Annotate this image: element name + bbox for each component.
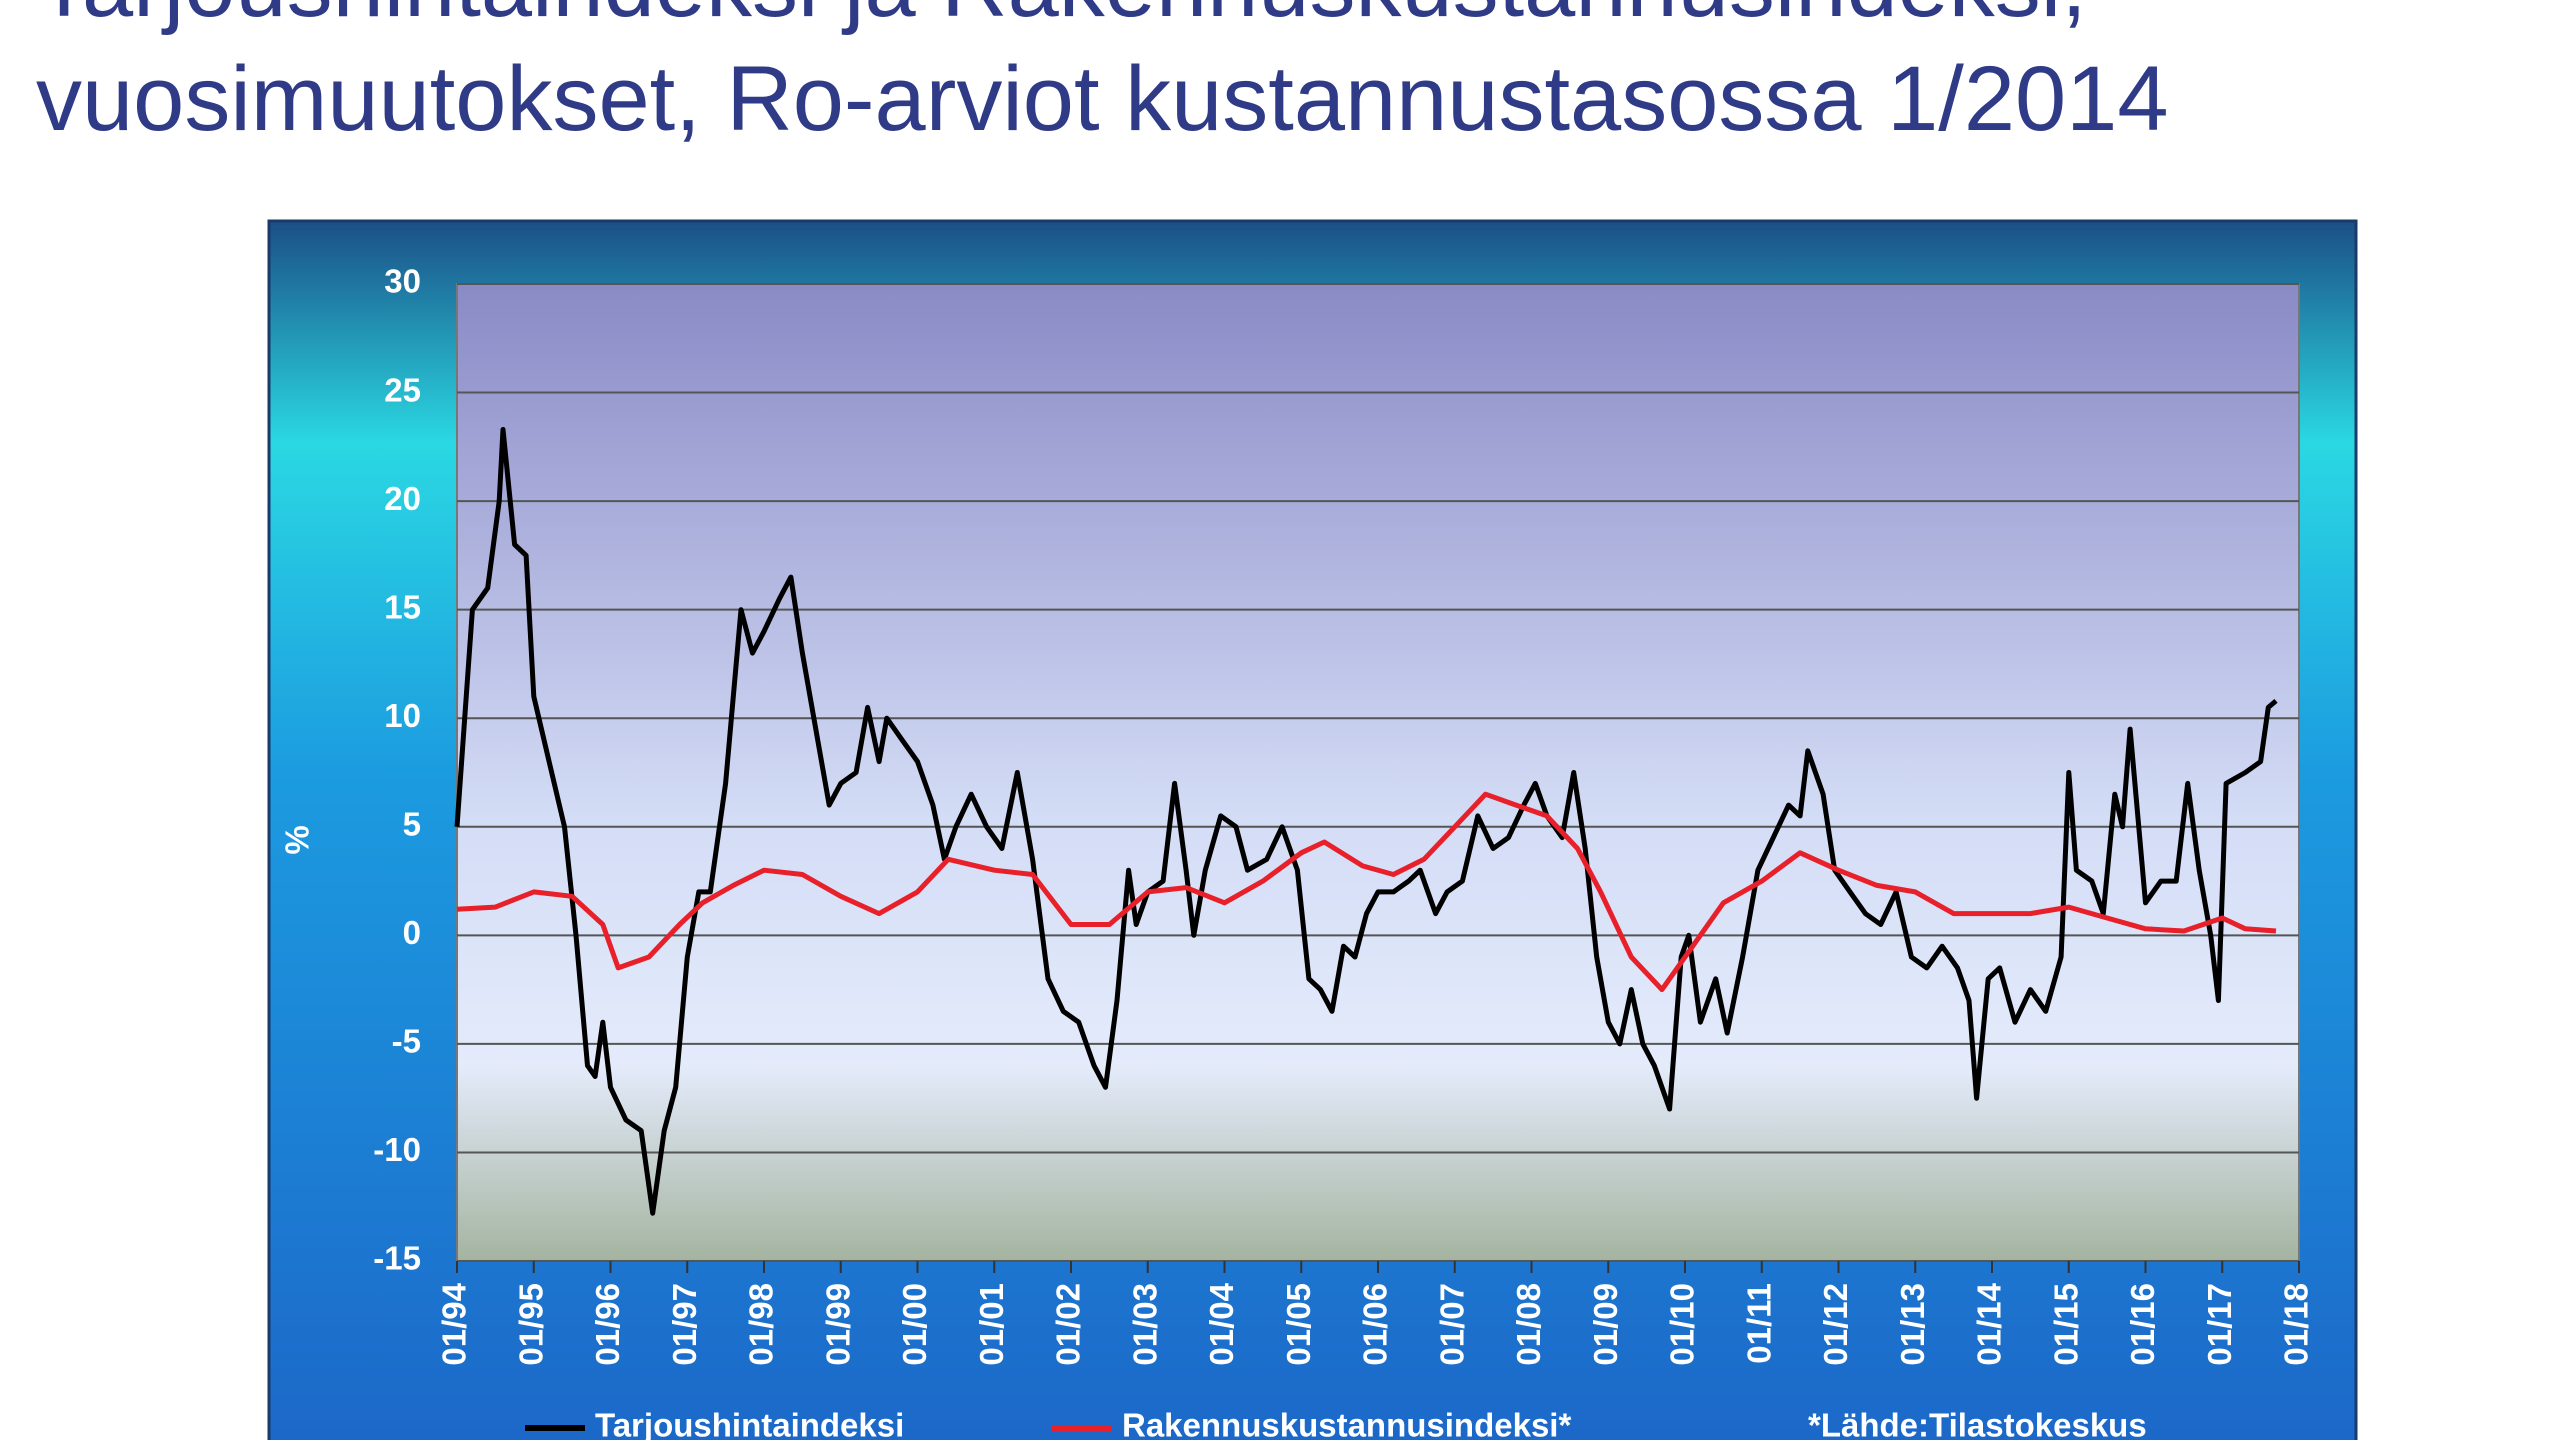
x-tick-label: 01/99 (819, 1283, 856, 1366)
legend-label: Tarjoushintaindeksi (595, 1407, 904, 1440)
series-line (454, 427, 2278, 1216)
y-tick-label: 15 (384, 588, 421, 625)
x-tick-label: 01/15 (2047, 1283, 2084, 1366)
x-tick-label: 01/97 (666, 1283, 703, 1366)
title-line: Tarjoushintaindeksi ja Rakennuskustannus… (36, 0, 2087, 36)
x-tick-label: 01/06 (1357, 1283, 1394, 1366)
y-tick-label: -10 (373, 1131, 421, 1168)
x-tick-label: 01/94 (436, 1282, 473, 1365)
y-axis-label: % (279, 825, 316, 854)
plot-area (456, 283, 2300, 1262)
x-tick-label: 01/03 (1126, 1283, 1163, 1366)
x-tick-label: 01/09 (1587, 1283, 1624, 1366)
x-tick-label: 01/05 (1280, 1283, 1317, 1366)
x-tick-label: 01/95 (512, 1283, 549, 1366)
x-tick-label: 01/04 (1203, 1282, 1240, 1365)
x-tick-label: 01/96 (589, 1283, 626, 1366)
x-tick-label: 01/10 (1664, 1283, 1701, 1366)
y-tick-label: 20 (384, 480, 421, 517)
y-tick-label: 0 (403, 914, 421, 951)
y-tick-label: 10 (384, 697, 421, 734)
x-tick-label: 01/08 (1510, 1283, 1547, 1366)
x-tick-label: 01/12 (1817, 1283, 1854, 1366)
series-line (456, 791, 2277, 993)
x-tick-label: 01/14 (1971, 1282, 2008, 1365)
y-tick-label: -5 (392, 1023, 421, 1060)
x-tick-label: 01/07 (1433, 1283, 1470, 1366)
legend-label: Rakennuskustannusindeksi* (1122, 1407, 1571, 1440)
y-tick-label: 30 (384, 263, 421, 300)
x-tick-label: 01/01 (973, 1283, 1010, 1366)
x-tick-label: 01/00 (896, 1283, 933, 1366)
x-tick-label: 01/11 (1740, 1283, 1777, 1364)
x-tick-label: 01/18 (2278, 1283, 2315, 1366)
title-line: vuosimuutokset, Ro-arviot kustannustasos… (36, 48, 2169, 150)
y-tick-label: 25 (384, 371, 421, 408)
y-tick-label: -15 (373, 1240, 421, 1277)
x-tick-label: 01/16 (2124, 1283, 2161, 1366)
source-note: *Lähde:Tilastokeskus (1808, 1407, 2147, 1440)
x-tick-label: 01/13 (1894, 1283, 1931, 1366)
y-tick-label: 5 (403, 805, 421, 842)
x-tick-label: 01/02 (1050, 1283, 1087, 1366)
x-tick-label: 01/98 (743, 1283, 780, 1366)
x-tick-label: 01/17 (2201, 1283, 2238, 1366)
